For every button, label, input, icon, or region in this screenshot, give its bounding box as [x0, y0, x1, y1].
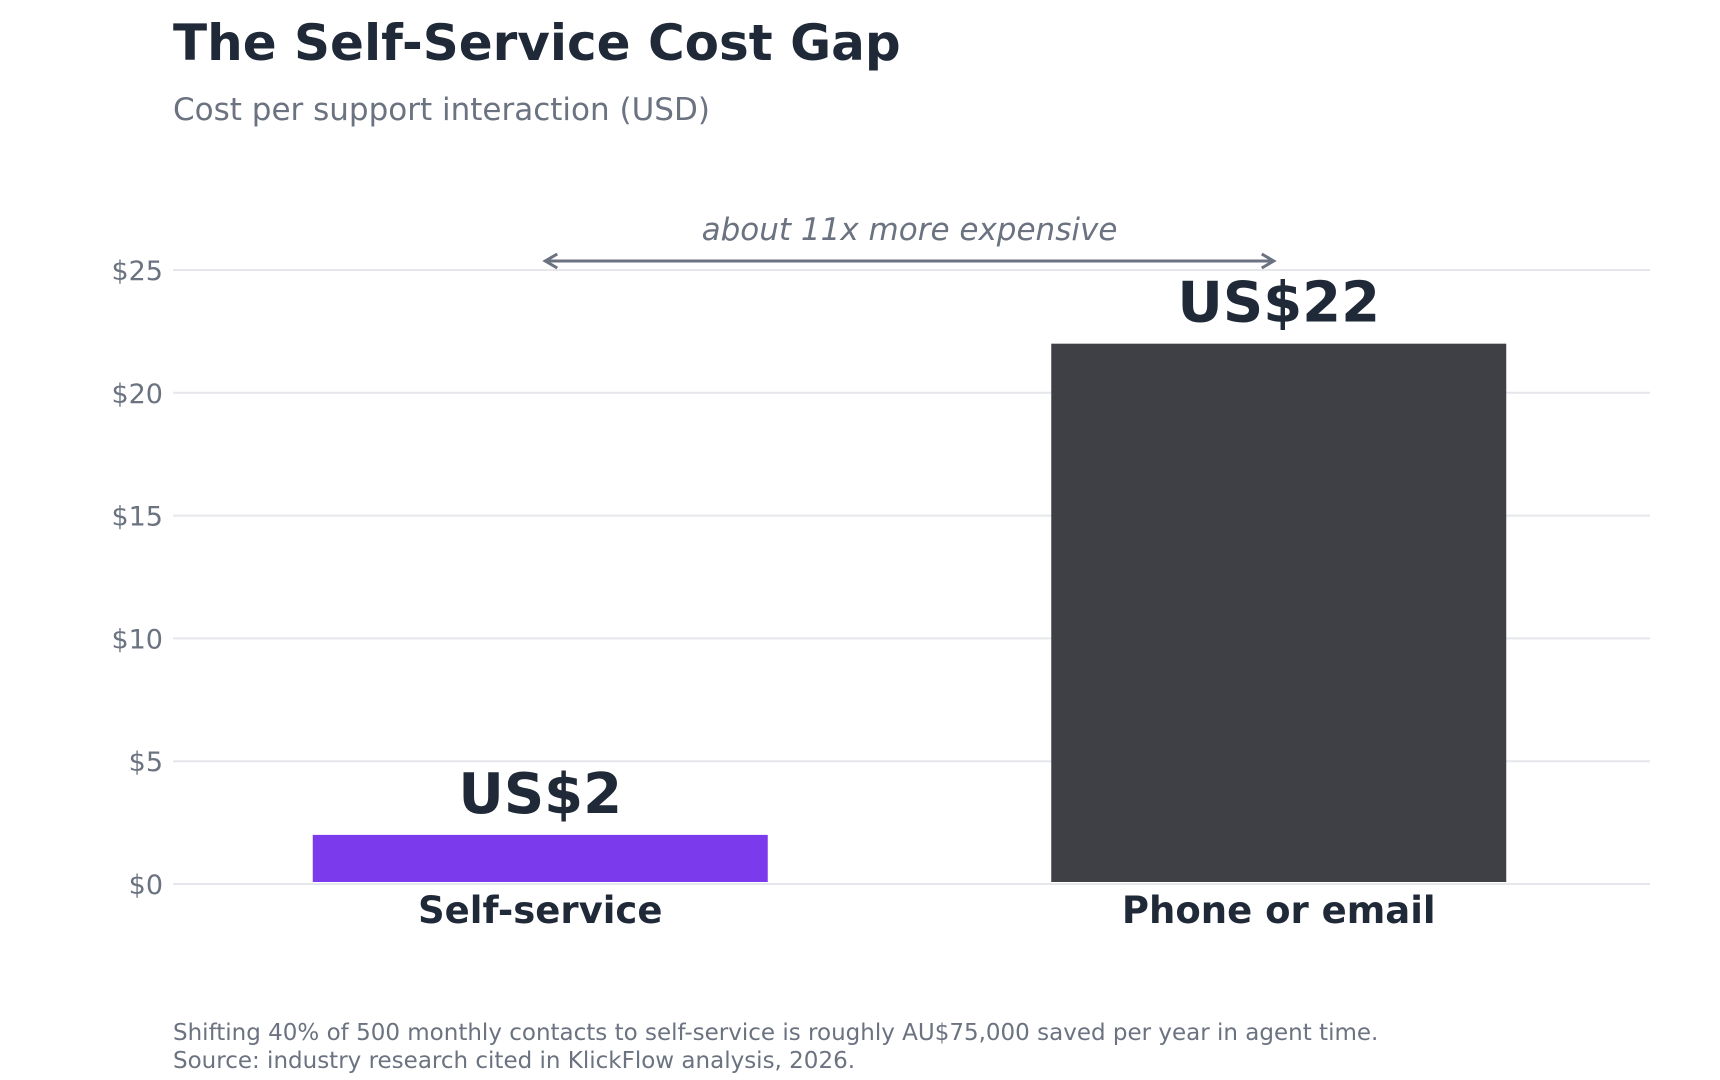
y-tick-label: $20	[111, 379, 163, 410]
footnote-text: Shifting 40% of 500 monthly contacts to …	[173, 1020, 1379, 1046]
chart-subtitle: Cost per support interaction (USD)	[173, 92, 710, 128]
bar-chart: $0 $5 $10 $15 $20 $25 US$2 US$22 Self-service P…	[111, 212, 1650, 932]
data-labels: US$2 US$22	[458, 271, 1380, 827]
x-tick-label: Self-service	[418, 889, 662, 932]
data-label: US$2	[458, 762, 622, 827]
source-text: Source: industry research cited in Klick…	[173, 1048, 856, 1074]
x-axis-categories: Self-service Phone or email	[418, 889, 1436, 932]
y-tick-label: $0	[129, 870, 163, 901]
y-tick-label: $25	[111, 256, 163, 287]
bars	[312, 343, 1507, 882]
x-tick-label: Phone or email	[1122, 889, 1436, 932]
bar-phone-or-email	[1051, 343, 1507, 882]
annotation-label: about 11x more expensive	[702, 212, 1118, 248]
data-label: US$22	[1177, 271, 1380, 336]
arrowhead-left-icon	[542, 252, 559, 270]
annotation: about 11x more expensive	[542, 212, 1277, 270]
y-tick-label: $5	[129, 747, 163, 778]
y-tick-label: $10	[111, 624, 163, 655]
chart-title: The Self-Service Cost Gap	[173, 14, 901, 72]
y-axis-ticks: $0 $5 $10 $15 $20 $25	[111, 256, 163, 901]
arrowhead-right-icon	[1260, 252, 1277, 270]
y-tick-label: $15	[111, 502, 163, 533]
bar-self-service	[312, 834, 768, 882]
